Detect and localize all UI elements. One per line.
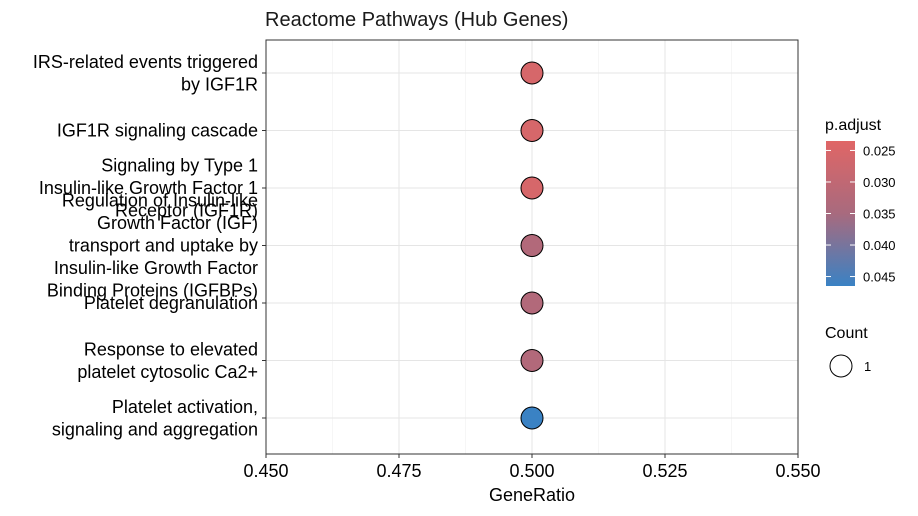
- x-tick-label: 0.525: [642, 461, 687, 481]
- color-bar-tick-label: 0.030: [863, 175, 896, 190]
- y-tick-label: IGF1R signaling cascade: [57, 121, 258, 141]
- y-tick-label: by IGF1R: [181, 74, 258, 94]
- y-tick-label: platelet cytosolic Ca2+: [77, 362, 258, 382]
- size-legend-label: 1: [864, 359, 871, 374]
- size-legend-key: [829, 354, 853, 378]
- data-points: [520, 61, 544, 430]
- size-legend-title: Count: [825, 325, 868, 342]
- y-tick-label: Platelet activation,: [112, 397, 258, 417]
- y-tick-label: Response to elevated: [84, 339, 258, 359]
- data-point: [520, 176, 544, 200]
- y-tick-label: transport and uptake by: [69, 236, 258, 256]
- y-tick-label: Platelet degranulation: [84, 293, 258, 313]
- color-bar-tick-label: 0.045: [863, 270, 896, 285]
- x-tick-label: 0.475: [376, 461, 421, 481]
- color-bar-ticks: 0.025 0.030 0.035 0.040 0.045: [826, 143, 896, 285]
- data-point: [520, 291, 544, 315]
- color-bar-tick-label: 0.035: [863, 207, 896, 222]
- x-tick-label: 0.550: [775, 461, 820, 481]
- y-tick-label: Signaling by Type 1: [101, 156, 258, 176]
- data-point: [520, 61, 544, 85]
- y-tick-label: Insulin-like Growth Factor 1: [39, 178, 258, 198]
- data-point: [520, 349, 544, 372]
- color-bar-tick-label: 0.040: [863, 238, 896, 253]
- y-tick-label: Growth Factor (IGF): [97, 213, 258, 233]
- chart-title: Reactome Pathways (Hub Genes): [265, 9, 568, 31]
- x-axis-title: GeneRatio: [489, 485, 575, 505]
- color-legend: p.adjust 0.025 0.030 0.035 0.040 0.045: [825, 117, 896, 286]
- data-point: [520, 119, 544, 142]
- color-legend-title: p.adjust: [825, 117, 882, 134]
- size-legend: Count 1: [825, 325, 871, 378]
- y-tick-label: Regulation of Insulin-like: [62, 191, 258, 211]
- y-tick-label: IRS-related events triggered: [33, 52, 258, 72]
- color-bar-tick-label: 0.025: [863, 143, 896, 158]
- x-tick-label: 0.500: [509, 461, 554, 481]
- y-tick-label: Binding Proteins (IGFBPs): [47, 281, 258, 301]
- data-point: [520, 406, 544, 430]
- y-tick-label: Receptor (IGF1R): [115, 201, 258, 221]
- y-tick-label: Insulin-like Growth Factor: [54, 258, 258, 278]
- data-point: [520, 234, 544, 257]
- x-axis: 0.450 0.475 0.500 0.525 0.550: [243, 454, 821, 481]
- y-tick-label: signaling and aggregation: [52, 419, 258, 439]
- x-tick-label: 0.450: [243, 461, 288, 481]
